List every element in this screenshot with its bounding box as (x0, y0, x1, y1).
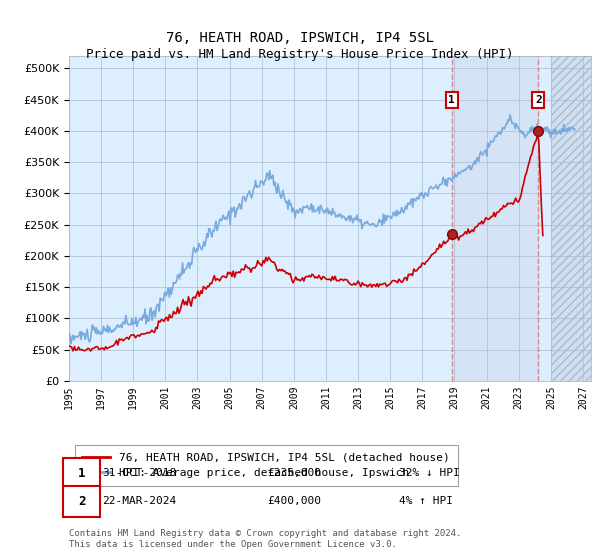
Bar (551, 56, 591, 381)
Text: £400,000: £400,000 (267, 496, 321, 506)
Text: Price paid vs. HM Land Registry's House Price Index (HPI): Price paid vs. HM Land Registry's House … (86, 48, 514, 60)
Text: Contains HM Land Registry data © Crown copyright and database right 2024.
This d: Contains HM Land Registry data © Crown c… (69, 529, 461, 549)
Text: 76, HEATH ROAD, IPSWICH, IP4 5SL: 76, HEATH ROAD, IPSWICH, IP4 5SL (166, 31, 434, 45)
Text: 2: 2 (78, 494, 85, 508)
Bar (551, 56, 591, 381)
Text: 22-MAR-2024: 22-MAR-2024 (102, 496, 176, 506)
Text: 31-OCT-2018: 31-OCT-2018 (102, 468, 176, 478)
Text: 2: 2 (535, 95, 542, 105)
Text: £235,000: £235,000 (267, 468, 321, 478)
Text: 1: 1 (448, 95, 455, 105)
Legend: 76, HEATH ROAD, IPSWICH, IP4 5SL (detached house), HPI: Average price, detached : 76, HEATH ROAD, IPSWICH, IP4 5SL (detach… (74, 445, 458, 486)
Bar (452, 56, 538, 381)
Text: 1: 1 (78, 466, 85, 480)
Text: 4% ↑ HPI: 4% ↑ HPI (399, 496, 453, 506)
Text: 32% ↓ HPI: 32% ↓ HPI (399, 468, 460, 478)
